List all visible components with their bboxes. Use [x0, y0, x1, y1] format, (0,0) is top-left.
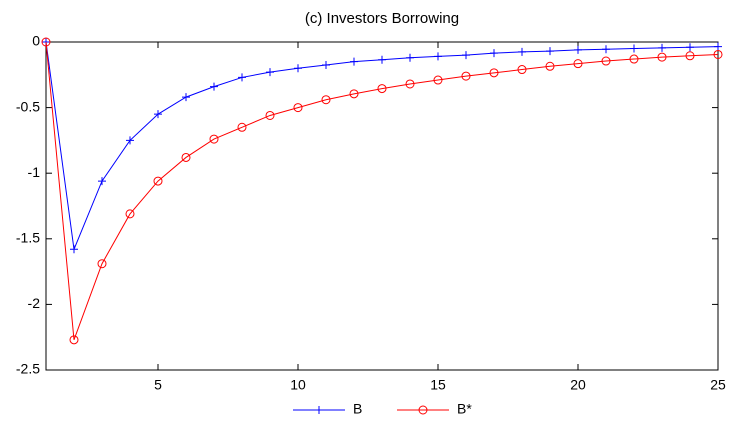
legend-label: B* [457, 401, 472, 417]
point [97, 259, 107, 269]
point [349, 89, 359, 99]
point [210, 82, 218, 91]
point [686, 43, 694, 52]
point [657, 52, 667, 62]
point [265, 110, 275, 120]
point [209, 134, 219, 144]
point [434, 52, 442, 61]
point [517, 65, 527, 75]
y-tick-label: 0 [32, 33, 40, 49]
point [69, 335, 79, 345]
point [489, 68, 499, 78]
point [685, 51, 695, 61]
point [238, 73, 246, 82]
x-tick-label: 5 [154, 377, 162, 393]
point [490, 49, 498, 58]
point [601, 56, 611, 66]
point [377, 84, 387, 94]
point [405, 79, 415, 89]
x-tick-label: 25 [710, 377, 726, 393]
point [406, 53, 414, 62]
point [153, 176, 163, 186]
point [573, 59, 583, 69]
point [433, 75, 443, 85]
series-line [45, 41, 719, 252]
point [294, 64, 302, 73]
point [630, 44, 638, 53]
legend-label: B [353, 401, 362, 417]
point [70, 245, 78, 254]
point [321, 95, 331, 105]
point [629, 54, 639, 64]
point [518, 47, 526, 56]
point [154, 110, 162, 119]
point [98, 177, 106, 186]
point [237, 122, 247, 132]
point [266, 68, 274, 77]
point [658, 43, 666, 52]
point [293, 103, 303, 113]
point [41, 37, 51, 47]
x-tick-label: 10 [290, 377, 306, 393]
point [350, 57, 358, 66]
series-line [45, 41, 719, 340]
chart-title: (c) Investors Borrowing [305, 10, 459, 27]
x-tick-label: 15 [430, 377, 446, 393]
point [714, 42, 722, 51]
legend-marker [418, 405, 428, 415]
y-tick-label: -0.5 [16, 98, 40, 114]
point [181, 152, 191, 162]
legend-marker [315, 406, 323, 414]
y-tick-label: -1.5 [16, 230, 40, 246]
y-tick-label: -2 [28, 295, 41, 311]
x-tick-label: 20 [570, 377, 586, 393]
point [461, 71, 471, 81]
point [125, 209, 135, 219]
plot-area [45, 41, 719, 371]
y-tick-label: -1 [28, 164, 41, 180]
point [126, 136, 134, 145]
point [713, 49, 723, 59]
point [182, 93, 190, 102]
point [378, 55, 386, 64]
y-tick-label: -2.5 [16, 361, 40, 377]
point [546, 47, 554, 56]
point [545, 61, 555, 71]
point [462, 51, 470, 60]
point [322, 60, 330, 69]
point [574, 45, 582, 54]
point [602, 45, 610, 54]
